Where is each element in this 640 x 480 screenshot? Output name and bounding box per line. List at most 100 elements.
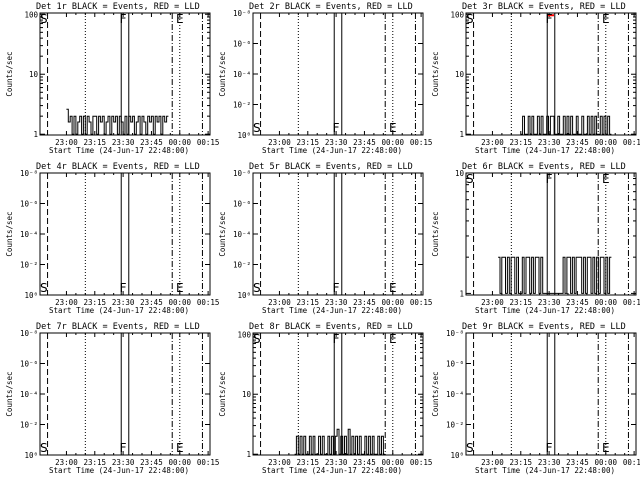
y-tick-label: 10⁰: [24, 291, 38, 300]
marker-e: E: [389, 121, 397, 135]
marker-s: S: [40, 441, 48, 455]
y-axis-label: Counts/sec: [218, 211, 227, 256]
detector-panel: Det 4r BLACK = Events, RED = LLD Counts/s…: [5, 162, 219, 315]
y-axis-label: Counts/sec: [218, 371, 227, 416]
y-axis-label: Counts/sec: [431, 211, 440, 256]
x-tick-label: 23:15: [83, 298, 106, 307]
x-tick-label: 23:15: [296, 138, 319, 147]
x-tick-label: 23:00: [55, 138, 78, 147]
x-tick-label: 00:15: [197, 138, 220, 147]
y-tick-label: 10⁻⁶: [20, 360, 38, 369]
x-tick-label: 23:15: [83, 458, 106, 467]
x-tick-label: 23:45: [353, 298, 376, 307]
y-axis-label: Counts/sec: [218, 51, 227, 96]
x-tick-label: 23:45: [140, 298, 163, 307]
x-tick-label: 23:45: [566, 138, 589, 147]
panel-title: Det 7r BLACK = Events, RED = LLD: [36, 322, 200, 332]
y-tick-label: 10⁰: [24, 451, 38, 460]
marker-f: F: [546, 172, 553, 186]
x-axis-label: Start Time (24-Jun-17 22:48:00): [475, 466, 615, 475]
panel-title: Det 6r BLACK = Events, RED = LLD: [462, 162, 626, 172]
x-tick-label: 23:45: [353, 458, 376, 467]
y-tick-label: 10: [29, 70, 39, 79]
x-axis-label: Start Time (24-Jun-17 22:48:00): [475, 146, 615, 155]
y-tick-label: 10: [455, 169, 465, 178]
x-tick-label: 23:45: [566, 458, 589, 467]
marker-f: F: [120, 281, 127, 295]
x-tick-label: 00:00: [381, 298, 404, 307]
marker-s: S: [40, 281, 48, 295]
y-tick-label: 100: [450, 10, 464, 19]
marker-f: F: [546, 441, 553, 455]
y-tick-label: 1: [459, 289, 464, 298]
marker-e: E: [176, 12, 184, 26]
marker-f: F: [546, 12, 553, 26]
x-tick-label: 23:00: [268, 458, 291, 467]
x-axis-label: Start Time (24-Jun-17 22:48:00): [49, 306, 189, 315]
x-tick-label: 23:30: [112, 298, 135, 307]
y-tick-label: 10⁻⁴: [446, 390, 464, 399]
plot-frame: [39, 332, 211, 456]
panel-title: Det 1r BLACK = Events, RED = LLD: [36, 2, 200, 12]
y-tick-label: 10: [455, 70, 465, 79]
panel-title: Det 8r BLACK = Events, RED = LLD: [249, 322, 413, 332]
x-tick-label: 23:30: [538, 138, 561, 147]
y-tick-label: 10⁻⁸: [233, 169, 251, 178]
marker-e: E: [602, 12, 610, 26]
x-tick-label: 23:30: [325, 298, 348, 307]
marker-s: S: [40, 12, 48, 26]
x-tick-label: 00:15: [623, 298, 640, 307]
x-tick-label: 00:00: [381, 458, 404, 467]
x-tick-label: 23:00: [55, 298, 78, 307]
events-series-line: [498, 256, 612, 294]
y-tick-label: 1: [33, 130, 38, 139]
x-tick-label: 00:15: [197, 298, 220, 307]
marker-s: S: [253, 281, 261, 295]
plot-frame: [39, 172, 211, 296]
y-tick-label: 10⁻⁴: [233, 70, 251, 79]
y-tick-label: 10⁰: [237, 131, 251, 140]
x-tick-label: 23:15: [509, 458, 532, 467]
x-tick-label: 00:15: [623, 138, 640, 147]
x-tick-label: 00:15: [410, 298, 433, 307]
marker-s: S: [466, 441, 474, 455]
x-tick-label: 00:15: [410, 458, 433, 467]
y-tick-label: 10⁻⁴: [233, 230, 251, 239]
y-axis-label: Counts/sec: [5, 371, 14, 416]
marker-f: F: [120, 12, 127, 26]
x-tick-label: 00:15: [197, 458, 220, 467]
y-tick-label: 1: [246, 450, 251, 459]
detector-panel: Det 5r BLACK = Events, RED = LLD Counts/s…: [218, 162, 432, 315]
detector-panel: Det 1r BLACK = Events, RED = LLD Counts/s…: [5, 2, 219, 155]
x-tick-label: 23:15: [509, 298, 532, 307]
x-tick-label: 23:30: [538, 458, 561, 467]
x-tick-label: 23:45: [566, 298, 589, 307]
marker-e: E: [176, 281, 184, 295]
x-tick-label: 23:15: [296, 298, 319, 307]
x-tick-label: 23:00: [481, 298, 504, 307]
marker-e: E: [176, 441, 184, 455]
events-series-line: [294, 428, 386, 455]
marker-e: E: [602, 172, 610, 186]
marker-f: F: [120, 441, 127, 455]
x-tick-label: 23:15: [509, 138, 532, 147]
plot-frame: [252, 332, 424, 456]
y-axis-label: Counts/sec: [5, 211, 14, 256]
y-tick-label: 10⁻²: [20, 261, 38, 270]
y-axis-label: Counts/sec: [431, 51, 440, 96]
x-tick-label: 23:00: [268, 138, 291, 147]
detector-panel: Det 9r BLACK = Events, RED = LLD Counts/s…: [431, 322, 640, 475]
x-tick-label: 23:30: [538, 298, 561, 307]
x-tick-label: 23:00: [481, 138, 504, 147]
y-tick-label: 100: [237, 330, 251, 339]
y-tick-label: 10⁻⁶: [20, 200, 38, 209]
x-tick-label: 00:00: [168, 298, 191, 307]
panel-title: Det 3r BLACK = Events, RED = LLD: [462, 2, 626, 12]
x-tick-label: 23:30: [325, 138, 348, 147]
y-tick-label: 100: [24, 10, 38, 19]
panel-title: Det 9r BLACK = Events, RED = LLD: [462, 322, 626, 332]
detector-panel: Det 8r BLACK = Events, RED = LLD Counts/s…: [218, 322, 432, 475]
x-tick-label: 23:15: [296, 458, 319, 467]
x-tick-label: 00:00: [168, 458, 191, 467]
